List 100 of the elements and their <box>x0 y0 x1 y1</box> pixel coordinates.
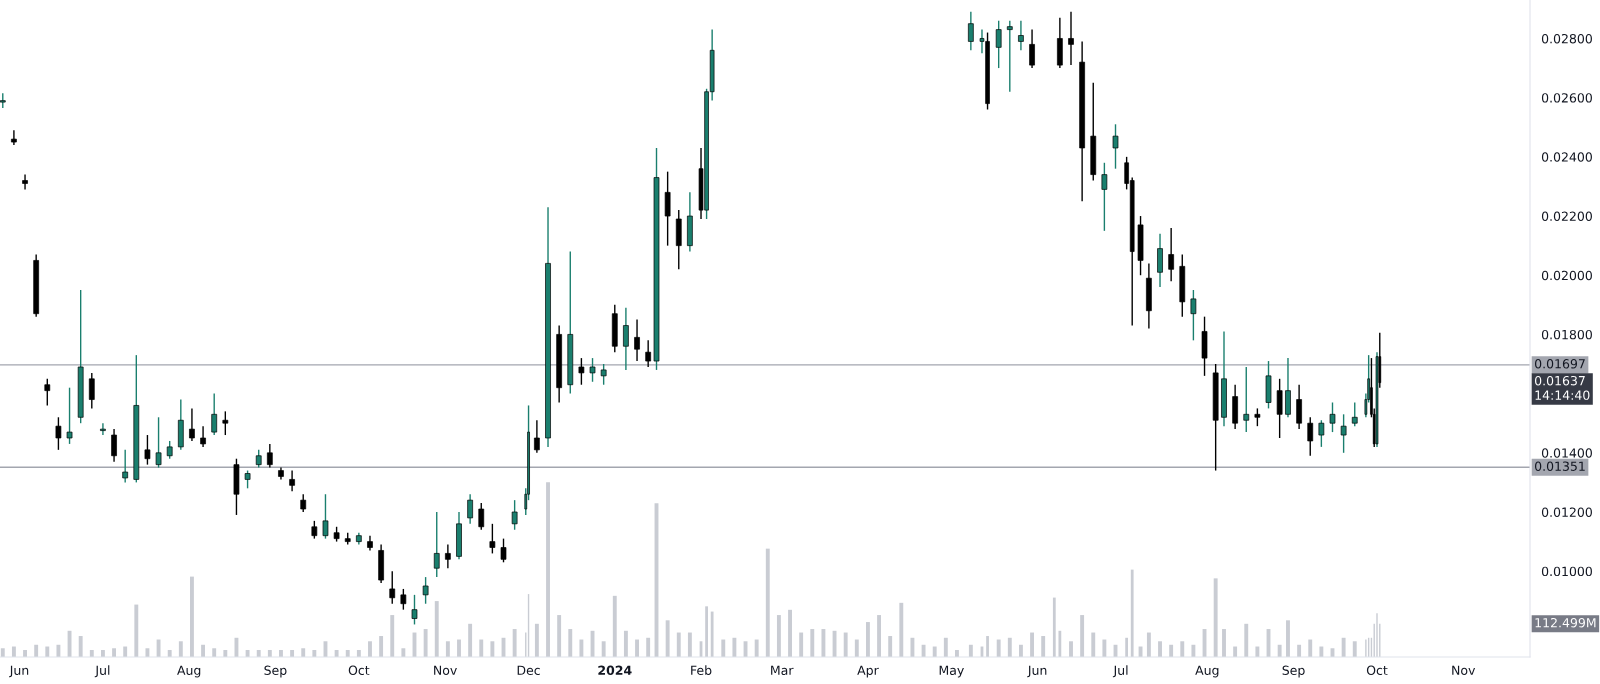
bar <box>1297 644 1302 657</box>
bar <box>1277 644 1282 657</box>
bar <box>201 644 206 657</box>
x-tick-label: Jul <box>94 665 110 678</box>
bar <box>721 639 726 657</box>
bar <box>1352 641 1357 657</box>
bar <box>754 639 759 657</box>
candlestick <box>1168 227 1174 282</box>
candlestick <box>1243 366 1250 433</box>
bar <box>910 637 915 657</box>
candlestick <box>511 499 518 531</box>
candlestick <box>489 523 496 555</box>
bar <box>1069 641 1073 657</box>
x-tick-label: Jul <box>1112 665 1128 678</box>
x-tick-label: Nov <box>1452 665 1476 676</box>
bar <box>1007 637 1012 657</box>
bar <box>434 601 439 657</box>
candlestick <box>1296 384 1302 430</box>
bar <box>401 648 406 657</box>
candlestick <box>189 407 195 442</box>
bar <box>968 644 973 657</box>
candlestick <box>1112 123 1119 170</box>
x-tick-label: Oct <box>1366 665 1388 676</box>
text: 112.499M <box>1535 617 1596 628</box>
y-tick-label: 0.02200 <box>1541 211 1592 221</box>
candlestick <box>389 570 396 605</box>
candlestick <box>111 428 117 463</box>
x-tick-label: Jun <box>1027 665 1047 678</box>
candlestick <box>1285 357 1291 418</box>
bar <box>457 639 461 657</box>
bar <box>788 609 792 657</box>
candlestick <box>44 378 51 407</box>
candlestick <box>1340 413 1347 454</box>
bar <box>1222 629 1226 657</box>
candlestick <box>623 307 629 371</box>
x-tick-label: Feb <box>691 665 712 676</box>
bar <box>1158 641 1162 657</box>
bar <box>145 648 150 657</box>
bar <box>156 639 161 657</box>
x-tick-label: Jun <box>9 665 29 678</box>
x-tick-label: May <box>939 665 964 678</box>
bar <box>1169 644 1174 657</box>
bar <box>78 636 83 657</box>
candlestick <box>222 410 229 436</box>
candlestick <box>995 20 1002 69</box>
candlestick <box>1190 289 1197 342</box>
bar <box>1191 644 1196 657</box>
bar <box>178 641 183 657</box>
y-tick-label: 0.02000 <box>1541 270 1592 281</box>
candlestick <box>534 419 540 454</box>
candlestick <box>1006 20 1013 93</box>
bar <box>1213 578 1218 657</box>
bar <box>1102 639 1107 657</box>
candlestick <box>66 386 73 445</box>
bar <box>1041 636 1046 657</box>
bar <box>810 629 815 657</box>
bar <box>1286 620 1290 657</box>
candlestick <box>968 11 974 52</box>
candlestick <box>1351 401 1358 427</box>
bar <box>1125 637 1129 657</box>
bar <box>1180 641 1185 657</box>
bar <box>732 637 737 657</box>
candlestick <box>1018 20 1024 52</box>
y-tick-label: 0.01000 <box>1541 566 1592 577</box>
bar <box>635 639 639 657</box>
candlestick <box>1029 28 1035 69</box>
bar <box>996 639 1001 657</box>
ref-line-label: 0.01351 <box>1534 461 1585 471</box>
bar <box>601 641 606 657</box>
candlestick <box>445 543 451 569</box>
bar <box>665 620 670 657</box>
candlestick <box>589 357 596 383</box>
x-tick-label: Dec <box>517 665 540 676</box>
candlestick <box>634 318 640 362</box>
candlestick <box>467 493 473 525</box>
x-tick-label: Sep <box>1282 665 1305 678</box>
candlestick <box>22 173 28 191</box>
bar <box>479 639 484 657</box>
bar <box>1091 632 1096 657</box>
bar <box>534 623 539 657</box>
candlestick <box>664 170 671 247</box>
y-tick-label: 0.01800 <box>1541 329 1592 340</box>
candlestick <box>600 363 607 386</box>
bar <box>877 615 881 657</box>
bar <box>765 548 770 657</box>
bar <box>612 595 617 657</box>
candlestick <box>1329 401 1336 433</box>
candlestick <box>422 576 429 605</box>
bar <box>579 639 584 657</box>
candlestick <box>1157 233 1163 288</box>
candlestick <box>322 493 329 540</box>
bar <box>546 482 550 657</box>
y-tick-label: 0.01200 <box>1541 507 1592 517</box>
candlestick <box>500 537 507 563</box>
candlestick <box>11 129 17 146</box>
bar <box>568 629 573 657</box>
x-tick-label: Oct <box>348 665 370 676</box>
bar <box>799 632 804 657</box>
candlestick <box>1307 416 1314 457</box>
text: 0.01637 14:14:40 <box>1534 375 1590 400</box>
